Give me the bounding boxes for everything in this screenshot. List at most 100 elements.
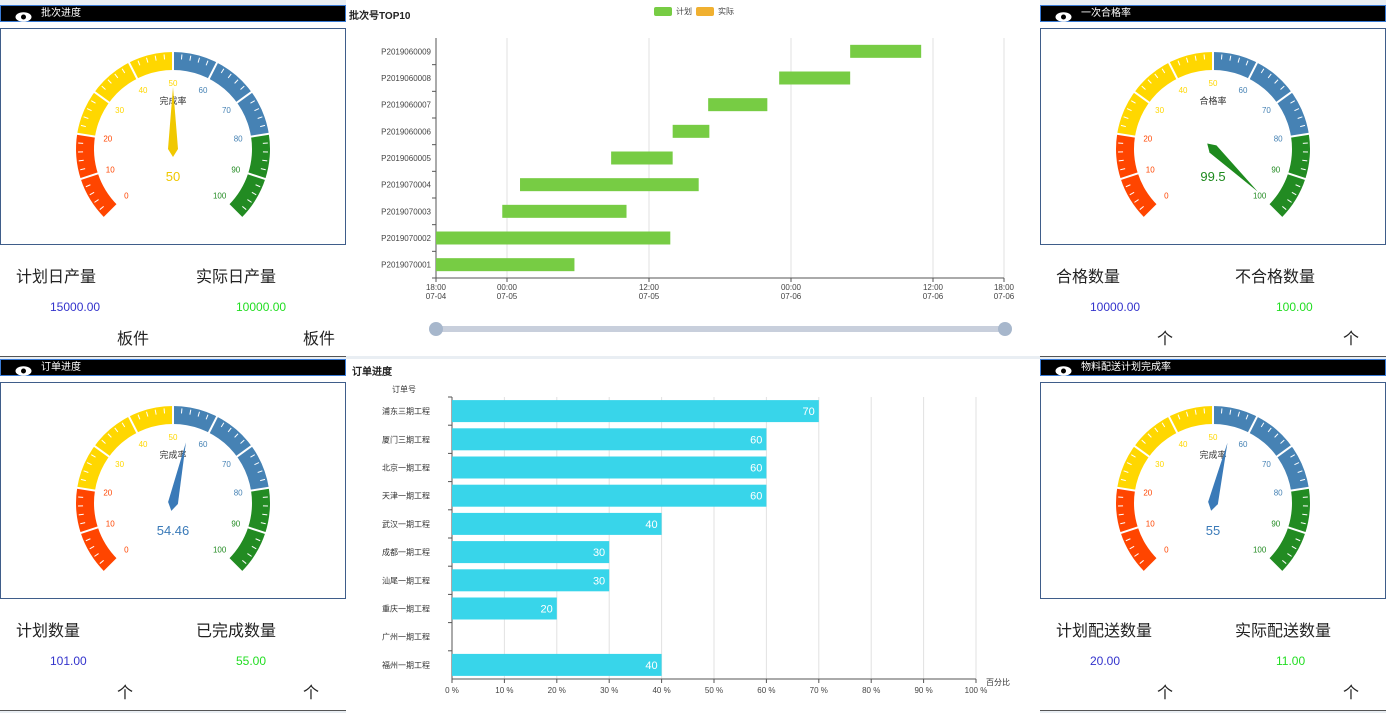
- gauge-minor-tick: [1147, 79, 1152, 84]
- gauge-minor-tick: [234, 433, 239, 438]
- gauge-separator: [1275, 90, 1293, 104]
- gauge-box: 0 10 20 30 40 50 60 70 80 90 100 完成率 54.46: [0, 382, 346, 599]
- gauge-arc-yellow: [77, 406, 173, 491]
- gauge-minor-tick: [247, 553, 252, 557]
- gauge-separator: [1116, 486, 1137, 492]
- gauge-tick-label: 100: [213, 546, 227, 555]
- bar-category-label: 浦东三期工程: [382, 406, 430, 416]
- gauge-tick-label: 90: [231, 165, 240, 174]
- gauge-separator: [227, 203, 244, 220]
- gauge-minor-tick: [89, 545, 95, 550]
- gantt-x-tick-label: 18:00: [426, 283, 447, 292]
- gauge-box: 0 10 20 30 40 50 60 70 80 90 100 完成率 55: [1040, 382, 1386, 599]
- gauge-minor-tick: [251, 191, 257, 196]
- legend-plan-swatch[interactable]: [654, 7, 672, 16]
- stat1-unit: 板件: [117, 331, 150, 348]
- gauge-minor-tick: [1267, 73, 1272, 79]
- gauge-minor-tick: [197, 411, 200, 417]
- eye-icon[interactable]: [1055, 363, 1072, 376]
- gauge-minor-tick: [1300, 124, 1306, 128]
- gauge-minor-tick: [94, 553, 99, 557]
- gauge-minor-tick: [1300, 522, 1306, 525]
- gauge-minor-tick: [254, 462, 260, 466]
- order-chart-title: 订单进度: [352, 367, 392, 378]
- gauge-minor-tick: [1260, 422, 1265, 428]
- gauge-tick-label: 60: [1239, 86, 1248, 95]
- zoom-slider-track[interactable]: [436, 326, 1006, 332]
- gauge-tick-label: 60: [1239, 440, 1248, 449]
- gantt-x-tick-date: 07-05: [497, 292, 518, 301]
- gauge-tick-label: 100: [1253, 192, 1267, 201]
- gauge-minor-tick: [78, 159, 84, 162]
- gauge-minor-tick: [1229, 55, 1232, 61]
- gauge-minor-tick: [89, 191, 95, 196]
- stat1-label: 计划数量: [16, 623, 81, 640]
- eye-icon[interactable]: [15, 363, 32, 376]
- gauge-minor-tick: [137, 60, 141, 66]
- gauge-tick-label: 70: [1262, 106, 1271, 115]
- order-chart-ylabel: 订单号: [392, 385, 416, 394]
- gauge-minor-tick: [255, 184, 261, 188]
- bar: [452, 400, 819, 423]
- gauge-tick-label: 60: [199, 440, 208, 449]
- zoom-slider-handle-right[interactable]: [998, 322, 1012, 336]
- bar-value-label: 70: [803, 406, 815, 418]
- legend-actual-swatch[interactable]: [696, 7, 714, 16]
- gauge-separator: [127, 61, 139, 80]
- legend-plan-label[interactable]: 计划: [676, 7, 692, 16]
- gauge-minor-tick: [1291, 545, 1297, 550]
- gauge-minor-tick: [146, 57, 149, 63]
- gauge-minor-tick: [1120, 168, 1126, 171]
- gauge-value: 55: [1206, 523, 1220, 538]
- gauge-value: 50: [166, 169, 180, 184]
- gauge-minor-tick: [1126, 108, 1132, 112]
- gauge-minor-tick: [240, 85, 245, 90]
- gauge-separator: [1289, 486, 1310, 492]
- gauge-minor-tick: [94, 199, 99, 203]
- gauge-tick-label: 80: [1274, 135, 1283, 144]
- legend-actual-label[interactable]: 实际: [718, 7, 734, 16]
- bar-value-label: 60: [750, 491, 762, 503]
- gauge-minor-tick: [1245, 414, 1249, 420]
- gantt-x-tick-label: 12:00: [639, 283, 660, 292]
- gauge-minor-tick: [260, 168, 266, 171]
- gauge-separator: [76, 132, 97, 138]
- gauge-minor-tick: [1295, 538, 1301, 542]
- gauge-box: 0 10 20 30 40 50 60 70 80 90 100 合格率 99.5: [1040, 28, 1386, 245]
- gauge-minor-tick: [1274, 79, 1279, 84]
- gauge-minor-tick: [227, 73, 232, 79]
- gauge-separator: [93, 90, 111, 104]
- gauge-tick-label: 10: [1146, 165, 1155, 174]
- panel-title: 物料配送计划完成率: [1081, 362, 1171, 373]
- gauge-needle: [168, 442, 186, 511]
- gauge-minor-tick: [1294, 462, 1300, 466]
- stat2-label: 不合格数量: [1235, 269, 1316, 286]
- gauge-minor-tick: [1130, 454, 1136, 458]
- gauge-minor-tick: [83, 470, 89, 473]
- gauge-separator: [102, 557, 119, 574]
- gauge-minor-tick: [234, 79, 239, 84]
- gantt-x-tick-label: 00:00: [781, 283, 802, 292]
- gantt-x-tick-date: 07-06: [923, 292, 944, 301]
- bar-value-label: 60: [750, 434, 762, 446]
- gauge-value: 99.5: [1200, 169, 1225, 184]
- order-progress-chart-panel: 订单进度 订单号 百分比 0 % 10 % 20 % 30 % 40 % 50 % 60 %…: [346, 359, 1040, 713]
- gantt-x-tick-date: 07-06: [994, 292, 1015, 301]
- gauge-tick-label: 30: [1155, 460, 1164, 469]
- bar-category-label: 广州一期工程: [382, 632, 430, 642]
- gauge-tick-label: 80: [234, 135, 243, 144]
- gauge-minor-tick: [154, 409, 157, 415]
- gauge-minor-tick: [1194, 55, 1197, 61]
- zoom-slider-handle-left[interactable]: [429, 322, 443, 336]
- gauge-arc-green: [228, 487, 270, 572]
- gauge-tick-label: 20: [103, 489, 112, 498]
- gauge-minor-tick: [1280, 439, 1285, 444]
- gauge-label: 完成率: [159, 449, 186, 460]
- eye-icon[interactable]: [15, 9, 32, 22]
- eye-icon[interactable]: [1055, 9, 1072, 22]
- bar-x-tick-label: 40 %: [652, 686, 670, 695]
- gantt-category-label: P2019070001: [381, 261, 431, 270]
- gauge-minor-tick: [101, 85, 106, 90]
- gantt-bar: [779, 71, 851, 85]
- gauge-minor-tick: [1274, 433, 1279, 438]
